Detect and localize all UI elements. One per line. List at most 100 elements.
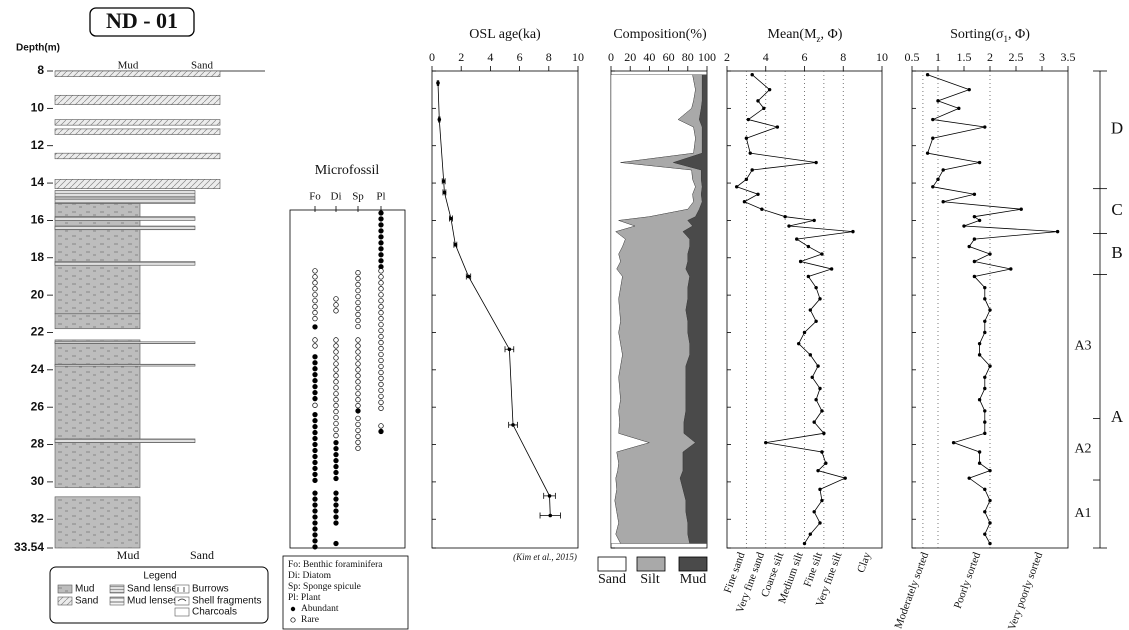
abundant-dot	[379, 241, 384, 246]
profile-point	[1009, 267, 1012, 270]
legend-label: Mud	[75, 584, 94, 595]
abundant-dot	[379, 252, 384, 257]
profile-point	[978, 462, 981, 465]
abundant-dot	[334, 509, 339, 514]
lithology-layer	[55, 95, 220, 104]
profile-point	[988, 364, 991, 367]
x-tick-label: 2	[724, 50, 730, 64]
legend-label: Abundant	[301, 604, 339, 614]
osl-point	[511, 423, 515, 427]
rare-dot	[334, 385, 339, 390]
profile-point	[776, 125, 779, 128]
y-tick-label: 16	[31, 213, 45, 227]
column-label: Fo	[309, 191, 321, 203]
rare-dot	[379, 346, 384, 351]
x-tick-label: 20	[624, 50, 636, 64]
x-tick-label: 2	[458, 50, 464, 64]
rare-dot	[379, 400, 384, 405]
osl-point	[548, 494, 552, 498]
profile-point	[931, 118, 934, 121]
profile-point	[931, 137, 934, 140]
x-tick-label: 100	[698, 50, 716, 64]
y-tick-label: 22	[31, 325, 45, 339]
grain-label-bottom: Sand	[190, 548, 214, 562]
profile-point	[747, 118, 750, 121]
x-tick-label: 1	[935, 50, 941, 64]
lithology-layer	[55, 262, 195, 266]
rare-dot	[356, 368, 361, 373]
rare-dot	[379, 364, 384, 369]
legend-label: Rare	[301, 615, 319, 625]
profile-point	[762, 107, 765, 110]
osl-point	[508, 347, 512, 351]
profile-point	[812, 510, 815, 513]
abundant-dot	[334, 464, 339, 469]
abundant-dot	[313, 503, 318, 508]
abundant-dot	[334, 470, 339, 475]
profile-point	[824, 462, 827, 465]
profile-point	[983, 125, 986, 128]
legend-swatch	[175, 608, 189, 616]
profile-point	[783, 215, 786, 218]
rare-dot	[379, 376, 384, 381]
profile-point	[814, 398, 817, 401]
profile-point	[983, 488, 986, 491]
x-tick-label: 4	[763, 50, 769, 64]
profile-point	[968, 245, 971, 248]
rare-dot	[356, 312, 361, 317]
y-tick-label: 14	[31, 175, 45, 189]
profile-point	[735, 185, 738, 188]
legend-label: Sp: Sponge spicule	[288, 582, 361, 592]
lithology-layer	[55, 439, 195, 443]
profile-point	[926, 73, 929, 76]
profile-point	[942, 168, 945, 171]
profile-point	[820, 252, 823, 255]
rare-dot	[313, 344, 318, 349]
microfossil-box	[290, 210, 405, 548]
legend-title: Legend	[143, 571, 176, 582]
profile-point	[768, 88, 771, 91]
x-tick-label: 4	[487, 50, 493, 64]
legend-swatch	[598, 557, 626, 571]
rare-dot	[313, 292, 318, 297]
abundant-dot	[356, 409, 361, 414]
x-tick-label: 2	[987, 50, 993, 64]
legend-label: Di: Diatom	[288, 571, 332, 581]
panel-frame	[432, 71, 578, 548]
rare-dot	[379, 334, 384, 339]
rare-dot	[313, 316, 318, 321]
profile-point	[795, 237, 798, 240]
profile-point	[749, 151, 752, 154]
lithology-layer	[55, 179, 220, 188]
x-tick-label: 6	[517, 50, 523, 64]
y-tick-label: 26	[31, 399, 45, 413]
rare-dot	[334, 344, 339, 349]
rare-dot	[379, 310, 384, 315]
abundant-dot	[379, 229, 384, 234]
profile-point	[745, 137, 748, 140]
profile-point	[973, 275, 976, 278]
abundant-dot	[313, 396, 318, 401]
profile-point	[978, 398, 981, 401]
y-tick-label: 30	[31, 474, 45, 488]
abundant-dot	[313, 509, 318, 514]
profile-point	[820, 499, 823, 502]
rare-dot	[334, 433, 339, 438]
legend-swatch	[58, 597, 72, 605]
legend-label: Burrows	[192, 584, 229, 595]
legend-label: Pl: Plant	[288, 593, 321, 603]
profile-point	[973, 215, 976, 218]
profile-point	[983, 387, 986, 390]
grain-label-bottom: Mud	[117, 548, 140, 562]
rare-dot	[356, 300, 361, 305]
lithology-layer	[55, 497, 140, 548]
class-label: Poorly sorted	[952, 550, 984, 610]
abundant-dot	[334, 497, 339, 502]
abundant-dot	[379, 235, 384, 240]
rare-dot	[356, 282, 361, 287]
rare-dot	[334, 297, 339, 302]
abundant-dot	[313, 354, 318, 359]
abundant-dot	[313, 378, 318, 383]
column-label: Pl	[376, 191, 385, 203]
profile-point	[756, 193, 759, 196]
